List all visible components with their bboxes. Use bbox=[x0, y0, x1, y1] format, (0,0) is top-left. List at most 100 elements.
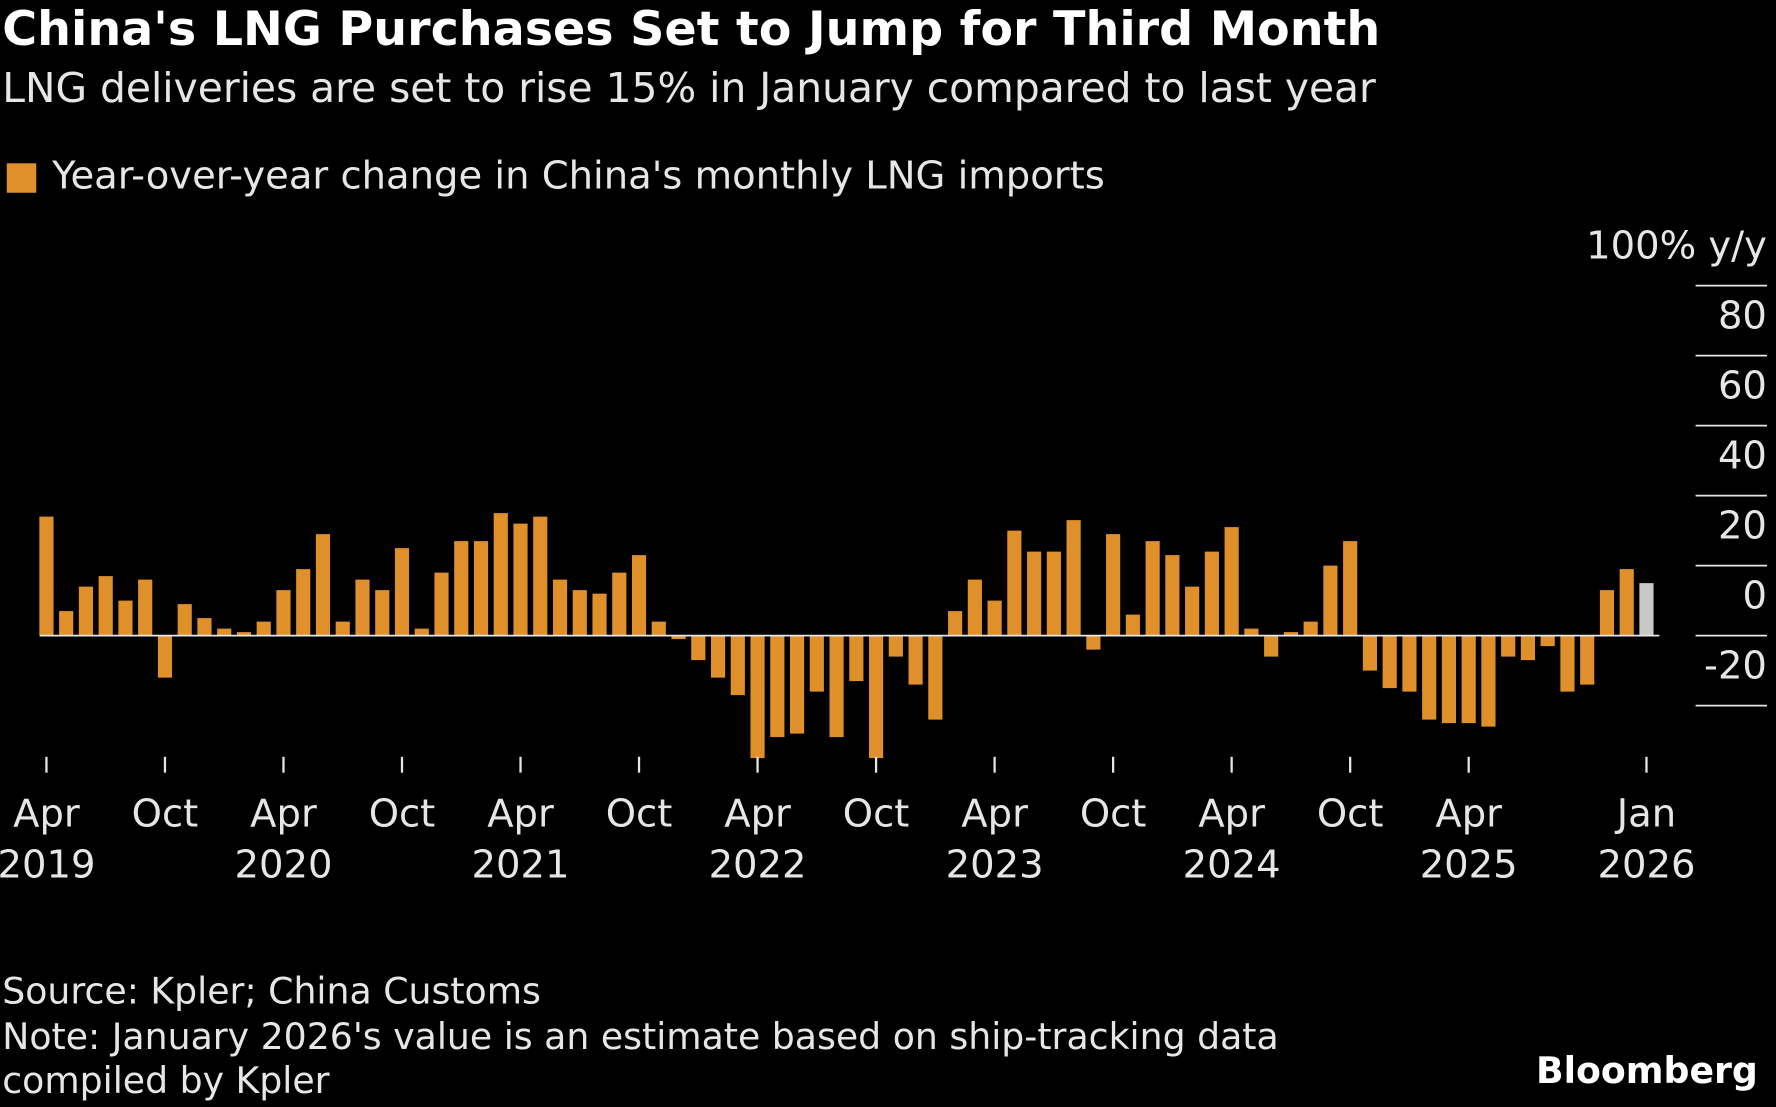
bar bbox=[157, 635, 173, 678]
source: Source: Kpler; China Customs bbox=[2, 970, 541, 1013]
bar bbox=[1382, 635, 1397, 689]
bar bbox=[177, 604, 192, 636]
bar bbox=[592, 593, 607, 636]
note: Note: January 2026's value is an estimat… bbox=[2, 1015, 1278, 1102]
x-tick-label: Oct bbox=[1317, 791, 1384, 836]
x-tick-label: Oct bbox=[369, 791, 436, 836]
bar bbox=[552, 579, 568, 636]
x-tick-label: Apr 2025 bbox=[1420, 791, 1518, 887]
bar bbox=[730, 635, 745, 696]
bar bbox=[1520, 635, 1536, 661]
bar bbox=[1481, 635, 1496, 727]
legend-swatch bbox=[6, 163, 37, 193]
x-tick-label: Apr 2020 bbox=[234, 791, 332, 887]
bar bbox=[671, 635, 686, 640]
bar bbox=[1224, 527, 1239, 636]
x-tick-label: Oct bbox=[606, 791, 673, 836]
bar bbox=[1501, 635, 1516, 657]
x-tick-label: Apr 2019 bbox=[0, 791, 95, 887]
bar bbox=[355, 579, 370, 636]
bar bbox=[789, 635, 805, 734]
bar bbox=[750, 635, 765, 759]
bar bbox=[78, 586, 94, 636]
bar bbox=[473, 541, 489, 636]
y-tick-label: 0 bbox=[1742, 574, 1766, 619]
bar bbox=[1619, 569, 1634, 636]
bar bbox=[987, 600, 1002, 636]
bar bbox=[908, 635, 923, 685]
bar bbox=[197, 618, 212, 636]
bar bbox=[809, 635, 824, 692]
bar bbox=[1283, 632, 1298, 636]
bar bbox=[414, 628, 429, 636]
bar bbox=[1461, 635, 1476, 724]
bar bbox=[296, 569, 311, 636]
bar bbox=[710, 635, 726, 678]
y-tick-label: 60 bbox=[1718, 364, 1767, 409]
bar bbox=[948, 611, 963, 636]
bar bbox=[138, 579, 153, 636]
bar bbox=[888, 635, 903, 657]
y-tick-label: 100% y/y bbox=[1586, 224, 1767, 269]
x-tick-label: Apr 2021 bbox=[472, 791, 570, 887]
bar bbox=[256, 621, 271, 636]
bar bbox=[1007, 530, 1022, 636]
y-tick-label: 40 bbox=[1718, 434, 1767, 479]
bar bbox=[513, 523, 528, 636]
bar bbox=[454, 541, 469, 636]
bar bbox=[375, 590, 390, 636]
x-tick-label: Apr 2022 bbox=[709, 791, 807, 887]
bar bbox=[1046, 551, 1061, 636]
x-tick-label: Jan 2026 bbox=[1597, 791, 1695, 887]
bar bbox=[59, 611, 74, 636]
y-tick-label: 20 bbox=[1718, 504, 1767, 549]
bar bbox=[928, 635, 943, 720]
bar bbox=[612, 572, 627, 636]
bar bbox=[631, 555, 647, 636]
bar bbox=[1323, 565, 1338, 636]
bar bbox=[335, 621, 350, 636]
bar bbox=[770, 635, 785, 738]
bar bbox=[651, 621, 666, 636]
bar bbox=[1441, 635, 1457, 724]
bar bbox=[1244, 628, 1259, 636]
bar bbox=[533, 516, 548, 636]
bar bbox=[1343, 541, 1358, 636]
bar bbox=[572, 590, 587, 636]
bar bbox=[829, 635, 844, 738]
bar bbox=[1125, 614, 1140, 636]
bar bbox=[493, 513, 508, 636]
bar bbox=[118, 600, 133, 636]
bar bbox=[217, 628, 232, 636]
bar bbox=[1303, 621, 1318, 636]
bar bbox=[1580, 635, 1595, 685]
x-tick-label: Apr 2023 bbox=[946, 791, 1044, 887]
bar bbox=[1422, 635, 1437, 720]
bar bbox=[1066, 520, 1081, 636]
bar bbox=[1165, 555, 1180, 636]
bar bbox=[1264, 635, 1279, 657]
x-tick-label: Oct bbox=[1080, 791, 1147, 836]
bar bbox=[1145, 541, 1160, 636]
bar bbox=[98, 576, 113, 636]
x-tick-label: Oct bbox=[843, 791, 910, 836]
bar bbox=[1560, 635, 1575, 692]
legend-label: Year-over-year change in China's monthly… bbox=[51, 154, 1105, 199]
chart-subtitle: LNG deliveries are set to rise 15% in Ja… bbox=[2, 64, 1376, 112]
bar bbox=[1639, 583, 1654, 636]
y-tick-label: -20 bbox=[1704, 644, 1767, 689]
x-tick-label: Oct bbox=[132, 791, 199, 836]
bar bbox=[1204, 551, 1219, 636]
chart-title: China's LNG Purchases Set to Jump for Th… bbox=[2, 2, 1380, 57]
bar bbox=[869, 635, 884, 759]
bar bbox=[1027, 551, 1042, 636]
x-tick-label: Apr 2024 bbox=[1183, 791, 1281, 887]
bar bbox=[1106, 534, 1121, 636]
bar bbox=[39, 516, 54, 636]
bar bbox=[1185, 586, 1200, 636]
bar bbox=[691, 635, 706, 661]
bar bbox=[276, 590, 291, 636]
bar bbox=[1599, 590, 1615, 636]
